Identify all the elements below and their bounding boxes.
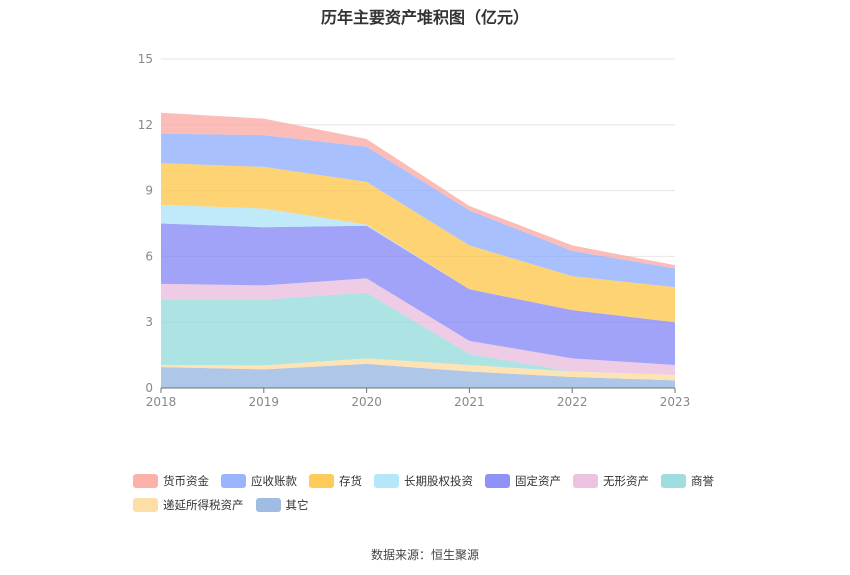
x-tick-label: 2022 (557, 395, 588, 409)
chart-title: 历年主要资产堆积图（亿元） (320, 8, 529, 27)
area-长期股权投资 (161, 204, 675, 323)
legend-item[interactable]: 存货 (309, 472, 362, 490)
area-存货 (161, 163, 675, 323)
area-固定资产 (161, 223, 675, 365)
y-tick-label: 9 (145, 184, 153, 198)
legend-label: 商誉 (691, 474, 714, 488)
y-tick-label: 12 (138, 118, 153, 132)
legend-item[interactable]: 固定资产 (485, 472, 561, 490)
area-series (161, 112, 675, 388)
legend-item[interactable]: 长期股权投资 (374, 472, 473, 490)
area-货币资金 (161, 112, 675, 269)
x-tick-label: 2019 (249, 395, 280, 409)
legend: 货币资金 应收账款 存货 长期股权投资 固定资产 无形资产 商誉递延所得税资产 其它 (133, 472, 753, 514)
legend-label: 存货 (339, 474, 362, 488)
legend-label: 长期股权投资 (404, 474, 473, 488)
legend-swatch (133, 474, 158, 488)
area-其它 (161, 363, 675, 388)
legend-swatch (374, 474, 399, 488)
legend-swatch (573, 474, 598, 488)
legend-item[interactable]: 应收账款 (221, 472, 297, 490)
y-tick-label: 15 (138, 52, 153, 66)
area-商誉 (161, 292, 675, 375)
x-tick-label: 2020 (351, 395, 382, 409)
legend-swatch (309, 474, 334, 488)
legend-item[interactable]: 商誉 (661, 472, 714, 490)
legend-swatch (221, 474, 246, 488)
data-source: 数据来源：恒生聚源 (370, 548, 479, 562)
legend-label: 其它 (285, 498, 309, 512)
legend-swatch (255, 498, 281, 512)
y-tick-label: 6 (145, 249, 153, 263)
y-tick-label: 0 (145, 381, 153, 395)
legend-label: 无形资产 (603, 474, 649, 488)
legend-swatch (133, 498, 158, 512)
x-tick-label: 2018 (146, 395, 177, 409)
area-应收账款 (161, 133, 675, 288)
axes: 0 3 6 9 12 15 2018 2019 2020 2021 2022 2023 (138, 52, 691, 409)
area-无形资产 (161, 278, 675, 375)
legend-item[interactable]: 货币资金 (133, 472, 209, 490)
legend-label: 固定资产 (515, 474, 561, 488)
legend-label: 递延所得税资产 (163, 498, 244, 512)
legend-label: 应收账款 (251, 474, 297, 488)
y-tick-label: 3 (145, 315, 153, 329)
x-tick-label: 2023 (660, 395, 691, 409)
legend-item[interactable]: 无形资产 (573, 472, 649, 490)
legend-item[interactable]: 递延所得税资产 (133, 496, 244, 514)
legend-item[interactable]: 其它 (255, 496, 309, 514)
legend-swatch (485, 474, 510, 488)
area-递延所得税资产 (161, 358, 675, 381)
legend-label: 货币资金 (163, 474, 209, 488)
x-tick-label: 2021 (454, 395, 485, 409)
legend-swatch (661, 474, 686, 488)
